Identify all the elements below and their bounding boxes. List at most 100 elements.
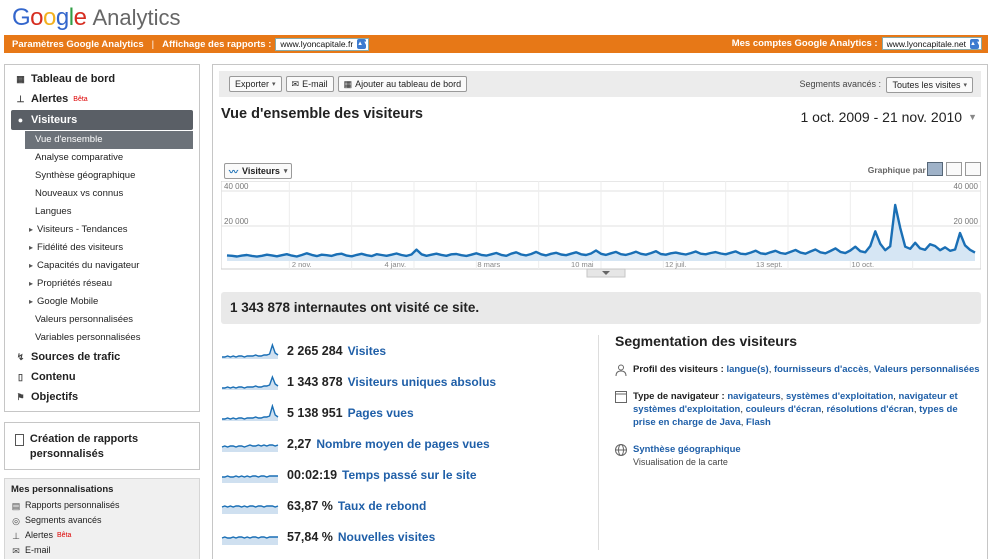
date-range-value: 1 oct. 2009 - 21 nov. 2010 — [800, 109, 963, 125]
visitors-chart-area: 〰 Visiteurs ▾ Graphique par : 40 000 40 0… — [221, 162, 981, 283]
browser-type-row: Type de navigateur : navigateurs, systèm… — [615, 390, 981, 429]
link-languages[interactable]: langue(s) — [726, 364, 769, 375]
my-customizations-title: Mes personnalisations — [11, 484, 114, 495]
date-range-picker[interactable]: 1 oct. 2009 - 21 nov. 2010 ▼ — [800, 109, 977, 125]
sidebar-subitem-overview[interactable]: Vue d'ensemble — [25, 131, 193, 149]
perso-item-advanced-segments[interactable]: ◎ Segments avancés — [11, 513, 193, 528]
graph-by-day-button[interactable] — [927, 162, 943, 176]
sidebar-subitem-browser-capabilities[interactable]: Capacités du navigateur — [5, 257, 199, 275]
perso-item-custom-reports[interactable]: ▤ Rapports personnalisés — [11, 498, 193, 513]
beta-badge: Bêta — [73, 95, 88, 103]
add-to-dashboard-button[interactable]: ▦ Ajouter au tableau de bord — [337, 76, 468, 92]
column-divider — [598, 335, 599, 550]
perso-item-label: E-mail — [25, 545, 51, 555]
custom-reports-box[interactable]: Création de rapports personnalisés — [4, 422, 200, 470]
chevron-down-icon: ▼ — [968, 112, 977, 122]
link-flash[interactable]: Flash — [746, 417, 771, 428]
logo-letter: o — [30, 4, 44, 31]
geo-overview-subtitle: Visualisation de la carte — [633, 457, 728, 467]
sidebar-subitem-custom-variables[interactable]: Variables personnalisées — [35, 332, 141, 343]
custom-reports-link[interactable]: Création de rapports personnalisés — [15, 432, 189, 462]
metric-row: 2,27 Nombre moyen de pages vues — [221, 428, 591, 459]
metric-value: 00:02:19 — [287, 467, 338, 482]
main-panel: Exporter ▾ ✉ E-mail ▦ Ajouter au tableau de… — [212, 64, 988, 559]
geo-overview-row: Synthèse géographique Visualisation de l… — [615, 443, 981, 469]
link-providers[interactable]: fournisseurs d'accès — [773, 364, 869, 375]
export-button[interactable]: Exporter ▾ — [229, 76, 282, 92]
sparkline-line — [222, 374, 279, 389]
segment-icon: ◎ — [12, 515, 20, 526]
graph-granularity-options — [927, 162, 981, 176]
beta-badge: Bêta — [57, 532, 72, 539]
sidebar-subitem-visitor-loyalty[interactable]: Fidélité des visiteurs — [5, 239, 199, 257]
metric-row: 1 343 878 Visiteurs uniques absolus — [221, 366, 591, 397]
sidebar-item-label: Objectifs — [31, 391, 79, 403]
link-browser-and-os[interactable]: navigateur et systèmes d'exploitation — [633, 391, 958, 415]
sidebar-item-label: Sources de trafic — [31, 351, 121, 363]
metric-link[interactable]: Nombre moyen de pages vues — [316, 436, 490, 451]
sidebar-subitem-custom-values[interactable]: Valeurs personnalisées — [35, 314, 134, 325]
sidebar-subitem-google-mobile[interactable]: Google Mobile — [5, 293, 199, 311]
email-button[interactable]: ✉ E-mail — [285, 76, 334, 92]
sidebar-subitem-map-overlay[interactable]: Synthèse géographique — [35, 170, 136, 181]
metric-value: 2,27 — [287, 436, 312, 451]
sidebar-item-dashboard[interactable]: ▦ Tableau de bord — [5, 69, 199, 89]
segments-value: Toutes les visites — [892, 80, 961, 90]
browser-window-icon — [615, 391, 627, 403]
x-tick-label: 10 mai — [571, 260, 594, 269]
sidebar-subitem-new-vs-returning[interactable]: Nouveaux vs connus — [35, 188, 124, 199]
google-analytics-logo[interactable]: Google Analytics — [12, 4, 181, 34]
browser-type-text: Type de navigateur : navigateurs, systèm… — [633, 391, 958, 428]
metric-link[interactable]: Visiteurs uniques absolus — [347, 374, 497, 389]
sidebar-item-goals[interactable]: ⚑ Objectifs — [5, 387, 199, 407]
custom-reports-label: Création de rapports personnalisés — [29, 433, 139, 460]
metric-link[interactable]: Taux de rebond — [337, 498, 427, 513]
dashboard-icon: ▦ — [343, 78, 353, 89]
settings-link[interactable]: Paramètres Google Analytics — [12, 38, 144, 50]
logo-letter: G — [12, 4, 31, 31]
metric-link[interactable]: Visites — [347, 343, 387, 358]
graph-by-week-button[interactable] — [946, 162, 962, 176]
sidebar-item-visitors[interactable]: ● Visiteurs — [11, 110, 193, 130]
sidebar-item-alerts[interactable]: ⊥ Alertes Bêta — [5, 89, 199, 109]
y-tick-label-right: 20 000 — [954, 217, 979, 226]
metric-link[interactable]: Temps passé sur le site — [342, 467, 477, 482]
email-label: E-mail — [302, 79, 328, 89]
page-icon: ▯ — [18, 371, 23, 382]
link-screen-resolutions[interactable]: résolutions d'écran — [826, 404, 914, 415]
perso-item-email[interactable]: ✉ E-mail — [11, 543, 193, 558]
sidebar-item-label: Contenu — [31, 371, 76, 383]
export-label: Exporter — [235, 79, 270, 89]
sparkline-area — [222, 444, 278, 452]
metric-link[interactable]: Pages vues — [347, 405, 414, 420]
link-geo-overview[interactable]: Synthèse géographique — [633, 444, 741, 455]
advanced-segments-select[interactable]: Toutes les visites ▾ — [886, 77, 973, 93]
sidebar-item-traffic-sources[interactable]: ↯ Sources de trafic — [5, 347, 199, 367]
accounts-select[interactable]: www.lyoncapitale.net ▲▼ — [881, 37, 982, 50]
link-java-support[interactable]: types de prise en charge de Java — [633, 404, 958, 428]
reports-view-label: Affichage des rapports : — [162, 38, 272, 50]
perso-item-alerts[interactable]: ⊥ Alertes Bêta — [11, 528, 193, 543]
x-tick-label: 2 nov. — [292, 260, 312, 269]
link-custom-values[interactable]: Valeurs personnalisées — [873, 364, 980, 375]
reports-view-select[interactable]: www.lyoncapitale.fr ▲▼ — [275, 37, 370, 51]
chart-metric-button[interactable]: 〰 Visiteurs ▾ — [224, 163, 293, 179]
metric-value: 5 138 951 — [287, 405, 343, 420]
sparkline-area — [222, 536, 278, 545]
sidebar-subitem-visitor-trending[interactable]: Visiteurs - Tendances — [5, 221, 199, 239]
metric-link[interactable]: Nouvelles visites — [337, 529, 436, 544]
link-screen-colors[interactable]: couleurs d'écran — [745, 404, 822, 415]
link-operating-systems[interactable]: systèmes d'exploitation — [785, 391, 894, 402]
select-arrows-icon: ▲▼ — [357, 39, 370, 49]
sidebar-subitem-languages[interactable]: Langues — [35, 206, 72, 217]
graph-by-month-button[interactable] — [965, 162, 981, 176]
link-browsers[interactable]: navigateurs — [727, 391, 781, 402]
sidebar-subitem-network-properties[interactable]: Propriétés réseau — [5, 275, 199, 293]
top-navigation-bar: Paramètres Google Analytics | Affichage … — [4, 35, 988, 53]
sparkline-area — [222, 475, 278, 483]
separator: | — [151, 38, 155, 50]
sidebar-item-content[interactable]: ▯ Contenu — [5, 367, 199, 387]
mail-icon: ✉ — [291, 78, 300, 89]
sidebar-subitem-benchmarking[interactable]: Analyse comparative — [35, 152, 124, 163]
traffic-icon: ↯ — [16, 351, 25, 362]
